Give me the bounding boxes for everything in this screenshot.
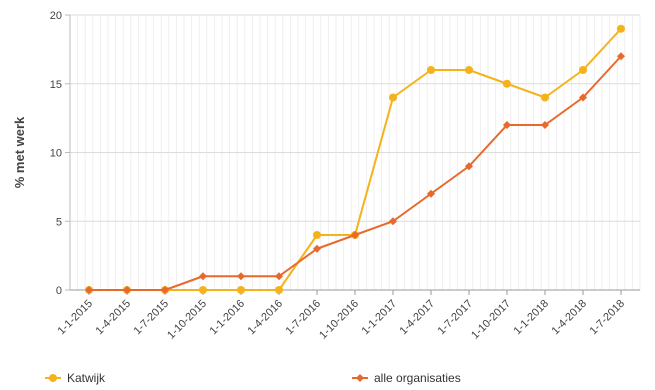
data-point-circle[interactable] bbox=[617, 24, 625, 33]
data-point-diamond[interactable] bbox=[313, 244, 321, 253]
x-tick-label: 1-10-2016 bbox=[317, 298, 361, 342]
x-tick-label: 1-10-2017 bbox=[469, 298, 513, 342]
x-tick-label: 1-1-2015 bbox=[55, 298, 95, 338]
x-tick-label: 1-4-2018 bbox=[549, 298, 589, 338]
data-point-diamond[interactable] bbox=[85, 286, 93, 294]
x-tick-label: 1-1-2018 bbox=[511, 298, 551, 338]
data-point-diamond[interactable] bbox=[275, 272, 283, 281]
x-tick-label: 1-7-2015 bbox=[131, 298, 171, 338]
legend-item-1[interactable]: alle organisaties bbox=[352, 371, 461, 385]
data-point-diamond[interactable] bbox=[237, 272, 245, 281]
data-point-diamond[interactable] bbox=[351, 231, 359, 239]
data-point-diamond[interactable] bbox=[123, 286, 131, 294]
x-tick-label: 1-4-2015 bbox=[93, 298, 133, 338]
data-point-circle[interactable] bbox=[237, 286, 245, 294]
x-tick-label: 1-7-2017 bbox=[435, 298, 475, 338]
gridlines bbox=[69, 14, 641, 291]
y-axis-title: % met werk bbox=[12, 116, 27, 188]
data-point-diamond[interactable] bbox=[579, 93, 587, 102]
data-point-circle[interactable] bbox=[199, 286, 207, 294]
data-point-diamond[interactable] bbox=[617, 52, 625, 61]
x-tick-label: 1-4-2016 bbox=[245, 298, 285, 338]
y-tick-label: 20 bbox=[50, 10, 62, 22]
data-point-diamond[interactable] bbox=[389, 217, 397, 226]
y-tick-label: 0 bbox=[56, 285, 62, 297]
data-point-circle[interactable] bbox=[275, 286, 283, 294]
x-tick-label: 1-7-2018 bbox=[587, 298, 627, 338]
x-tick-label: 1-10-2015 bbox=[165, 298, 209, 342]
data-point-circle[interactable] bbox=[389, 93, 397, 102]
y-tick-label: 10 bbox=[50, 148, 62, 160]
data-point-diamond[interactable] bbox=[199, 272, 207, 281]
legend-label: Katwijk bbox=[67, 371, 106, 385]
legend-item-0[interactable]: Katwijk bbox=[45, 371, 106, 385]
data-point-diamond[interactable] bbox=[503, 121, 511, 129]
data-point-circle[interactable] bbox=[579, 66, 587, 74]
data-point-circle[interactable] bbox=[541, 93, 549, 102]
x-tick-label: 1-1-2017 bbox=[359, 298, 399, 338]
x-tick-label: 1-7-2016 bbox=[283, 298, 323, 338]
legend-diamond-icon bbox=[356, 374, 364, 382]
data-point-diamond[interactable] bbox=[427, 189, 435, 198]
data-point-circle[interactable] bbox=[313, 231, 321, 239]
data-point-diamond[interactable] bbox=[465, 162, 473, 171]
legend-label: alle organisaties bbox=[374, 371, 461, 385]
y-tick-label: 5 bbox=[56, 216, 62, 228]
data-point-circle[interactable] bbox=[503, 79, 511, 88]
data-point-circle[interactable] bbox=[465, 66, 473, 74]
legend[interactable]: Katwijk alle organisaties bbox=[45, 371, 461, 385]
series-0 bbox=[85, 24, 625, 294]
x-tick-label: 1-4-2017 bbox=[397, 298, 437, 338]
series-1 bbox=[85, 52, 625, 294]
series-lines bbox=[85, 24, 625, 294]
x-tick-label: 1-1-2016 bbox=[207, 298, 247, 338]
y-tick-label: 15 bbox=[50, 79, 62, 91]
data-point-diamond[interactable] bbox=[161, 286, 169, 294]
data-point-diamond[interactable] bbox=[541, 121, 549, 129]
data-point-circle[interactable] bbox=[427, 66, 435, 74]
legend-circle-icon bbox=[49, 374, 57, 382]
